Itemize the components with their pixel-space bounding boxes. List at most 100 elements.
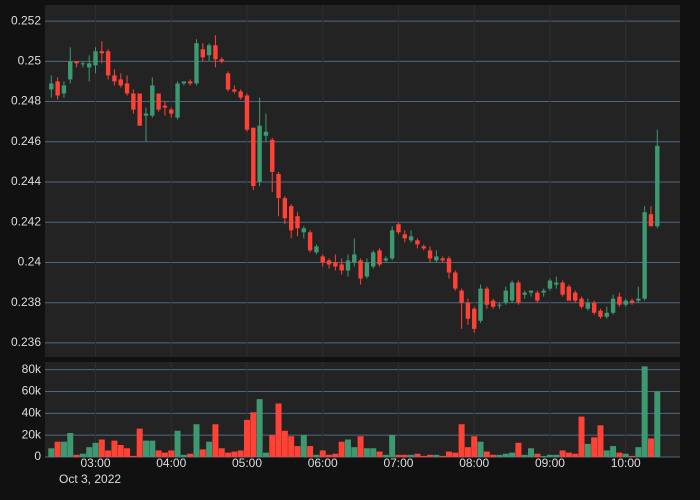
volume-bar [370, 448, 377, 457]
y2-tick-label: 60k [22, 384, 42, 398]
volume-bar [546, 454, 553, 457]
candle-body [478, 288, 483, 321]
candle-body [213, 45, 218, 60]
volume-bar [187, 453, 194, 457]
candle-body [270, 139, 275, 172]
volume-bar [351, 447, 358, 457]
candle-body [364, 262, 370, 277]
volume-bar [515, 442, 522, 457]
volume-bar [496, 454, 503, 457]
volume-bar [332, 453, 339, 457]
volume-bar [376, 451, 383, 457]
volume-bar [540, 455, 547, 457]
volume-bar [288, 436, 295, 457]
candle-body [55, 81, 60, 96]
candle-body [339, 264, 344, 271]
candle-body [528, 290, 534, 293]
y-tick-label: 0.242 [11, 214, 41, 228]
volume-bar [647, 438, 654, 457]
candle-body [137, 93, 142, 126]
volume-bar [654, 391, 661, 457]
candle-body [352, 254, 357, 263]
volume-bar [344, 439, 351, 457]
volume-bar [262, 452, 269, 457]
volume-bar [502, 453, 509, 457]
candle-body [591, 302, 597, 313]
volume-bar [79, 453, 86, 457]
candle-body [383, 258, 389, 261]
volume-bar [559, 450, 566, 457]
volume-bar [572, 453, 579, 457]
candle-body [86, 63, 92, 68]
volume-bar [73, 454, 80, 457]
candle-body [396, 224, 401, 233]
x-tick-label: 06:00 [308, 456, 338, 470]
candle-body [427, 250, 433, 259]
candle-body [251, 127, 256, 187]
volume-bar [86, 447, 93, 457]
candle-body [408, 236, 414, 241]
candle-body [554, 282, 559, 285]
volume-bar [124, 448, 131, 457]
candle-body [497, 304, 502, 306]
volume-bar [313, 454, 320, 457]
candle-body [579, 298, 584, 307]
candle-body [162, 105, 168, 108]
candle-body [80, 63, 86, 65]
y-tick-label: 0.238 [11, 295, 41, 309]
volume-bar [471, 436, 478, 457]
candle-body [453, 272, 458, 289]
x-axis-date: Oct 3, 2022 [59, 472, 121, 486]
volume-bar [225, 452, 232, 457]
volume-bar [294, 446, 301, 457]
candle-body [105, 51, 111, 76]
x-tick-label: 07:00 [383, 456, 413, 470]
candle-body [629, 300, 635, 303]
y-tick-label: 0.248 [11, 94, 41, 108]
volume-bar [218, 448, 225, 457]
volume-bar [269, 435, 276, 457]
candle-body [389, 230, 395, 259]
candle-body [194, 43, 199, 84]
volume-bar [60, 441, 67, 457]
candle-body [610, 298, 616, 313]
volume-bar [206, 441, 213, 457]
y-tick-label: 0.252 [11, 13, 41, 27]
y2-tick-label: 20k [22, 427, 42, 441]
candle-body [326, 260, 332, 265]
volume-bar [629, 455, 636, 457]
volume-bar [155, 450, 162, 457]
candle-body [276, 173, 281, 199]
volume-bar [199, 449, 206, 457]
candle-body [648, 214, 654, 227]
volume-bar [553, 454, 560, 457]
volume-bar [408, 454, 415, 457]
candle-body [655, 145, 660, 227]
candle-body [333, 262, 338, 267]
volume-bar [603, 450, 610, 457]
candle-body [446, 258, 452, 273]
y2-tick-label: 40k [22, 405, 42, 419]
volume-bar [521, 454, 528, 457]
candle-body [503, 290, 508, 303]
y-tick-label: 0.236 [11, 335, 41, 349]
volume-bar [231, 451, 238, 457]
candle-body [200, 49, 206, 58]
volume-bar [338, 441, 345, 457]
volume-bar [401, 454, 408, 457]
volume-bar [584, 443, 591, 457]
volume-bar [67, 432, 74, 457]
y2-tick-label: 0 [34, 449, 41, 463]
candle-body [604, 312, 609, 317]
candle-body [206, 45, 212, 56]
candle-body [585, 302, 591, 309]
candle-body [598, 310, 603, 317]
candle-body [459, 290, 464, 303]
candle-body [402, 234, 407, 239]
candle-body [636, 298, 641, 301]
volume-bar [363, 448, 370, 457]
volume-bar [578, 416, 585, 457]
candle-body [516, 282, 521, 303]
candle-body [358, 260, 363, 279]
